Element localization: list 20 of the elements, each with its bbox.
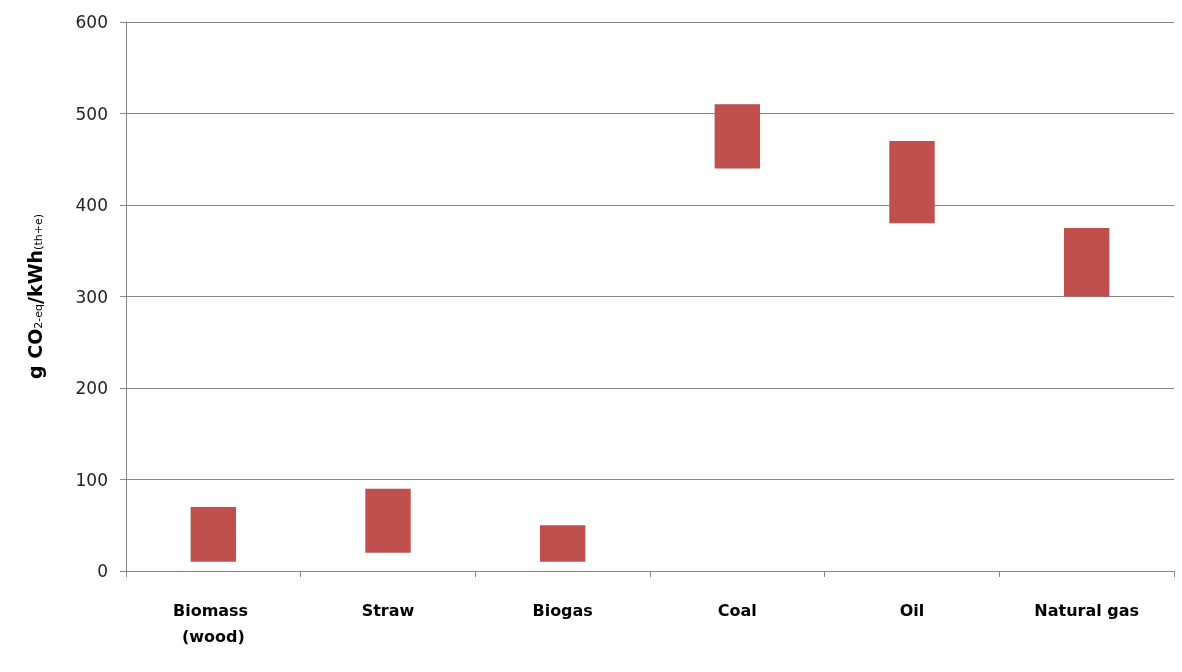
bar <box>714 104 761 169</box>
y-tick-label: 600 <box>75 12 108 32</box>
bar <box>190 506 237 562</box>
bar <box>365 488 411 553</box>
bar <box>1063 227 1110 297</box>
y-axis-title: g CO2-eq/kWh(th+e) <box>23 214 46 379</box>
y-tick-label: 400 <box>75 195 108 215</box>
x-tick-label: Straw <box>361 600 415 620</box>
x-tick-label: Biogas <box>532 600 593 620</box>
y-tick-label: 0 <box>97 561 108 581</box>
x-tick-label: Oil <box>899 600 925 620</box>
x-tick-label: Coal <box>717 600 757 620</box>
x-tick-label: Biomass (wood) <box>172 600 254 646</box>
y-tick-label: 100 <box>75 469 108 490</box>
bar <box>539 525 586 562</box>
x-tick-label: Natural gas <box>1034 600 1140 620</box>
y-tick-label: 500 <box>75 103 108 124</box>
y-tick-label: 300 <box>75 286 108 307</box>
y-tick-label: 200 <box>75 378 108 398</box>
bar <box>889 140 935 224</box>
